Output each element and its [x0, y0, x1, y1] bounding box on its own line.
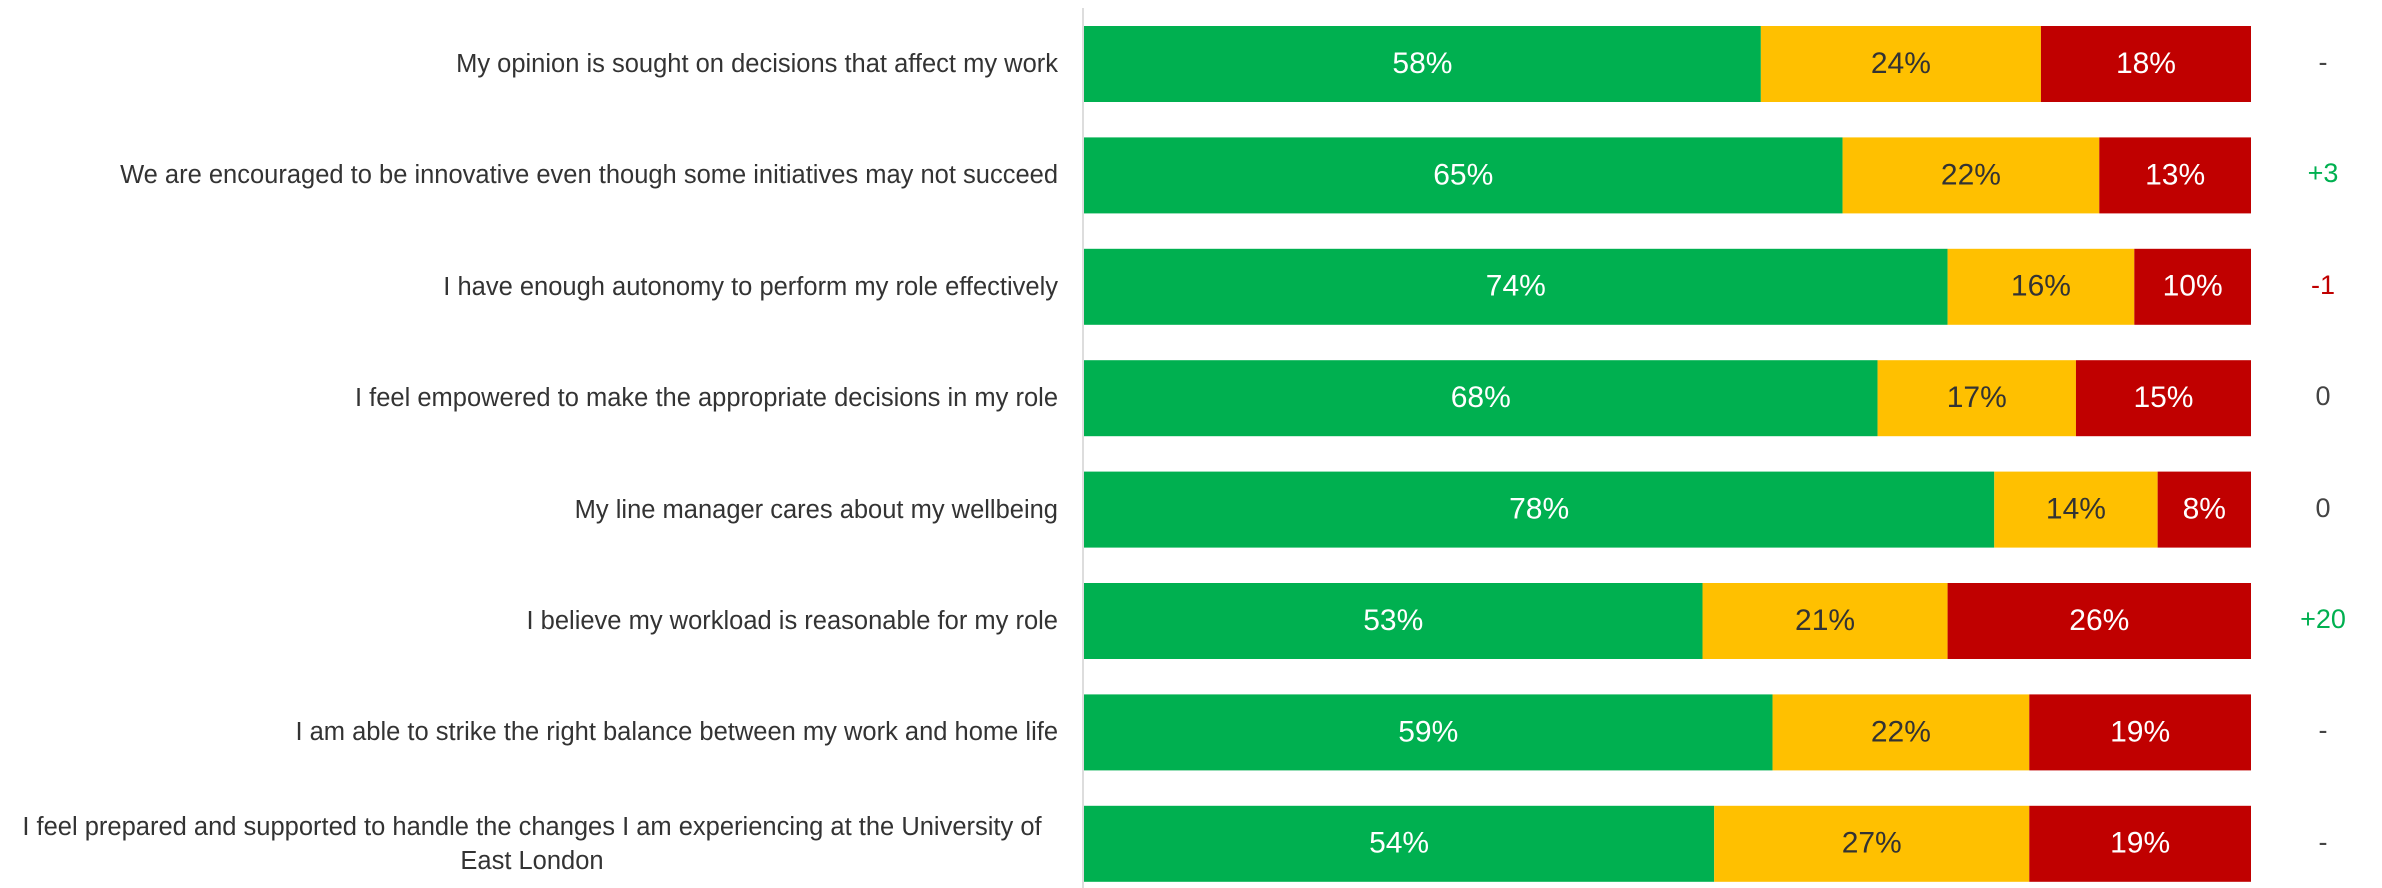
change-label: - — [2318, 826, 2328, 857]
value-label: 14% — [2046, 493, 2106, 526]
change-label: +3 — [2307, 158, 2339, 189]
value-label: 74% — [1486, 270, 1546, 303]
bar-segment — [1084, 694, 1773, 771]
bar-segment — [1084, 248, 1948, 325]
value-label: 17% — [1947, 381, 2007, 414]
change-label: -1 — [2310, 269, 2335, 300]
bar-segment — [1842, 137, 2100, 214]
change-label: - — [2318, 715, 2328, 746]
bar-segment — [1714, 805, 2030, 882]
bar-segment — [1877, 360, 2076, 437]
bar-segment — [1084, 137, 1843, 214]
change-label: 0 — [2315, 381, 2331, 412]
change-label: - — [2318, 47, 2328, 77]
value-label: 59% — [1398, 715, 1458, 748]
bar-segment — [1084, 360, 1878, 437]
value-label: 19% — [2110, 715, 2170, 748]
bar-segment — [1947, 248, 2135, 325]
category-text: I believe my workload is reasonable for … — [526, 607, 1058, 635]
category-label: I believe my workload is reasonable for … — [6, 581, 1058, 661]
category-label: We are encouraged to be innovative even … — [6, 135, 1058, 215]
bar-segment — [1994, 471, 2158, 548]
value-label: 58% — [1392, 47, 1452, 80]
bar-segment — [2029, 694, 2251, 771]
bar-segment — [1702, 583, 1948, 659]
value-label: 13% — [2145, 158, 2205, 191]
value-label: 22% — [1941, 158, 2001, 191]
category-text: My line manager cares about my wellbeing — [574, 495, 1058, 524]
category-label: I have enough autonomy to perform my rol… — [6, 247, 1058, 327]
change-label: +20 — [2300, 604, 2346, 634]
bar-segment — [1760, 26, 2041, 102]
value-label: 8% — [2183, 493, 2226, 526]
category-label: My line manager cares about my wellbeing — [6, 470, 1058, 550]
value-label: 19% — [2110, 827, 2170, 860]
bar-segment — [1947, 583, 2251, 659]
bar-segment — [2040, 26, 2251, 102]
bar-segment — [1084, 26, 1761, 102]
bar-segment — [1772, 694, 2030, 771]
category-text: We are encouraged to be innovative even … — [120, 161, 1058, 190]
bar-segment — [2099, 137, 2251, 214]
value-label: 68% — [1451, 381, 1511, 414]
value-label: 53% — [1363, 604, 1423, 637]
category-label: I feel empowered to make the appropriate… — [6, 358, 1058, 438]
value-label: 27% — [1842, 827, 1902, 860]
bar-segment — [1084, 583, 1703, 659]
value-label: 54% — [1369, 827, 1429, 860]
value-label: 78% — [1509, 493, 1569, 526]
value-label: 21% — [1795, 604, 1855, 637]
category-text: My opinion is sought on decisions that a… — [456, 50, 1058, 78]
value-label: 18% — [2116, 47, 2176, 80]
bar-segment — [1084, 471, 1995, 548]
value-label: 15% — [2133, 381, 2193, 414]
category-label: My opinion is sought on decisions that a… — [6, 24, 1058, 104]
value-label: 26% — [2069, 604, 2129, 637]
value-label: 22% — [1871, 715, 1931, 748]
value-label: 10% — [2163, 270, 2223, 303]
category-label: I am able to strike the right balance be… — [6, 692, 1058, 772]
category-text: I feel prepared and supported to handle … — [22, 812, 1042, 875]
category-label: I feel prepared and supported to handle … — [6, 804, 1058, 884]
value-label: 24% — [1871, 47, 1931, 80]
bar-segment — [2157, 471, 2251, 548]
change-label: 0 — [2315, 492, 2331, 523]
category-text: I have enough autonomy to perform my rol… — [443, 272, 1058, 301]
bar-segment — [2134, 248, 2251, 325]
bar-segment — [2075, 360, 2251, 437]
category-text: I am able to strike the right balance be… — [295, 718, 1058, 747]
bar-segment — [2029, 805, 2251, 882]
value-label: 16% — [2011, 270, 2071, 303]
bar-segment — [1084, 805, 1715, 882]
value-label: 65% — [1433, 158, 1493, 191]
category-text: I feel empowered to make the appropriate… — [354, 384, 1058, 413]
